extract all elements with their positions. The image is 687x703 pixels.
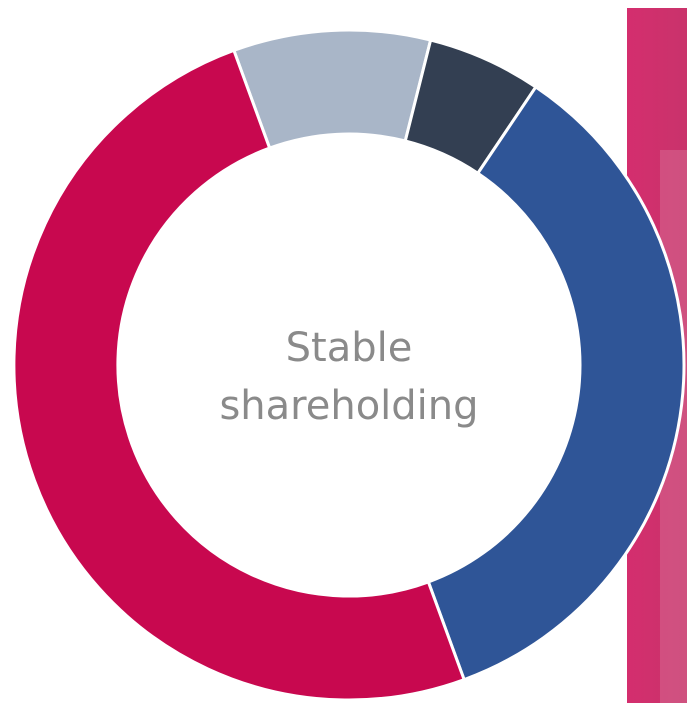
chart: Stable shareholding (0, 0, 687, 703)
center-label: shareholding (219, 383, 478, 429)
page: {"chart_data": {"type": "donut", "center… (0, 0, 687, 703)
center-label: Stable (286, 325, 413, 371)
donut-slice (14, 50, 464, 700)
